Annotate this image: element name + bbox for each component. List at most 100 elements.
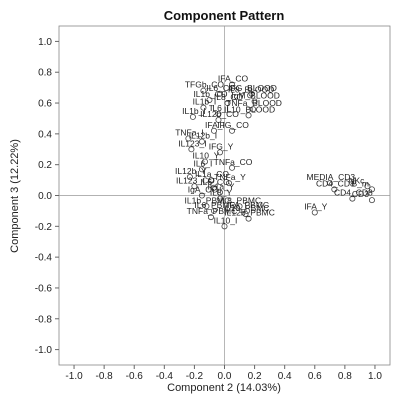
data-point-label: CD4_CD8 xyxy=(334,188,373,198)
data-point-label: IL12b_PBMC xyxy=(224,208,275,218)
y-axis-label: Component 3 (12.22%) xyxy=(9,139,21,253)
data-point-label: IL1a_CO xyxy=(195,169,229,179)
data-point xyxy=(210,127,217,134)
data-point-label: IL12b_I xyxy=(189,131,217,141)
data-point xyxy=(210,184,217,191)
data-point-label: IL10_Y xyxy=(192,151,219,161)
data-point-label: IL12b_Y xyxy=(175,166,207,176)
x-tick-label: -0.4 xyxy=(156,371,174,382)
data-point-label: NKc xyxy=(348,175,365,185)
data-point-label: IL8_PBMC xyxy=(220,195,261,205)
data-point xyxy=(250,106,257,113)
data-point xyxy=(221,223,228,230)
data-point xyxy=(206,96,213,103)
data-point-label: IgA_CO xyxy=(188,185,219,195)
data-point-label: IL6_I xyxy=(193,158,212,168)
data-point-label: IL8_Y xyxy=(210,188,233,198)
data-point-label: IFA_I xyxy=(205,120,225,130)
data-point-label: TNFa_PBMC xyxy=(187,206,238,216)
data-point xyxy=(326,180,333,187)
data-point-label: MEDIA_CD3 xyxy=(306,172,355,182)
data-point-label: IL1b_I xyxy=(182,106,206,116)
data-point xyxy=(198,138,205,145)
data-point xyxy=(201,158,208,165)
data-points: IFA_COTFGb_COIL1b_COIL6_COIL8_COIFG_BLOO… xyxy=(175,74,375,230)
x-tick-label: -0.2 xyxy=(186,371,204,382)
data-point xyxy=(215,110,222,117)
y-axis-ticks: -1.0 -0.8 -0.6 -0.4 -0.2 0.0 0.2 0.4 0.6 0.8 1.0 xyxy=(35,37,59,356)
data-point xyxy=(245,215,252,222)
data-point xyxy=(215,116,222,123)
data-point-label: IL10_I xyxy=(214,215,238,225)
data-point xyxy=(198,192,205,199)
data-point-label: IL6_CO xyxy=(200,177,230,187)
data-point xyxy=(186,174,193,181)
data-point-label: IFG_Y xyxy=(209,141,234,151)
data-point xyxy=(189,113,196,120)
data-point xyxy=(229,127,236,134)
data-point xyxy=(210,207,217,214)
data-point xyxy=(247,92,254,99)
x-axis-ticks: -1.0 -0.8 -0.6 -0.4 -0.2 0.0 0.2 0.4 0.6 0.8 1.0 xyxy=(65,365,382,382)
y-tick-label: 0.4 xyxy=(38,129,52,140)
data-point xyxy=(198,166,205,173)
data-point-label: IL1a_Y xyxy=(208,181,235,191)
x-axis-label: Component 2 (14.03%) xyxy=(167,382,281,394)
data-point-label: IL6_CO xyxy=(206,83,236,93)
data-point xyxy=(207,214,214,221)
data-point xyxy=(216,90,223,97)
data-point-label: IL10_BLOOD xyxy=(224,104,275,114)
data-point-label: IL8_BLOOD xyxy=(228,84,274,94)
data-point xyxy=(216,149,223,156)
data-point xyxy=(236,203,243,210)
data-point xyxy=(229,81,236,88)
data-point-label: CD3 xyxy=(352,189,369,199)
data-point-label: IL1b_PBMC xyxy=(185,195,231,205)
data-point xyxy=(245,112,252,119)
data-point-label: IFG_BLOOD xyxy=(228,83,277,93)
x-tick-label: 0.2 xyxy=(248,371,262,382)
x-tick-label: 0.4 xyxy=(278,371,292,382)
data-point xyxy=(226,180,233,187)
data-point-label: IL8_CO xyxy=(214,92,244,102)
data-point xyxy=(200,87,207,94)
x-tick-label: 1.0 xyxy=(368,371,382,382)
data-point xyxy=(191,183,198,190)
data-point-label: IL1b_I xyxy=(193,97,217,107)
y-tick-label: 0.6 xyxy=(38,99,52,110)
data-point-label: IFA_Y xyxy=(304,201,327,211)
data-point xyxy=(216,189,223,196)
y-tick-label: -0.6 xyxy=(35,283,53,294)
x-tick-label: -1.0 xyxy=(65,371,83,382)
data-point xyxy=(331,186,338,193)
data-point-label: IFG_CO xyxy=(217,120,249,130)
x-tick-label: -0.8 xyxy=(96,371,114,382)
data-point-label: IL123_CO xyxy=(176,175,215,185)
data-point-label: IFA_CO xyxy=(218,74,249,84)
y-tick-label: -1.0 xyxy=(35,345,53,356)
data-point xyxy=(188,146,195,153)
y-tick-label: 1.0 xyxy=(38,37,52,48)
y-tick-label: 0.2 xyxy=(38,160,52,171)
data-point xyxy=(200,104,207,111)
data-point-label: IL12b_CO xyxy=(200,109,239,119)
y-tick-label: -0.8 xyxy=(35,314,53,325)
x-tick-label: 0.6 xyxy=(308,371,322,382)
data-point xyxy=(364,183,371,190)
data-point-label: CD4_CD8 xyxy=(316,178,355,188)
data-point xyxy=(229,164,236,171)
data-point xyxy=(251,98,258,105)
data-point xyxy=(368,186,375,193)
data-point-label: B_m xyxy=(351,178,368,188)
data-point xyxy=(244,207,251,214)
data-point xyxy=(311,209,318,216)
data-point xyxy=(203,203,210,210)
data-point-label: IL6_PBMC xyxy=(194,200,235,210)
data-point-label: IgM_BLOOD xyxy=(231,91,280,101)
data-point-label: TNFa_I xyxy=(175,127,203,137)
y-tick-label: 0.8 xyxy=(38,68,52,79)
data-point xyxy=(207,177,214,184)
data-point-label: IL1b_CO xyxy=(193,89,227,99)
